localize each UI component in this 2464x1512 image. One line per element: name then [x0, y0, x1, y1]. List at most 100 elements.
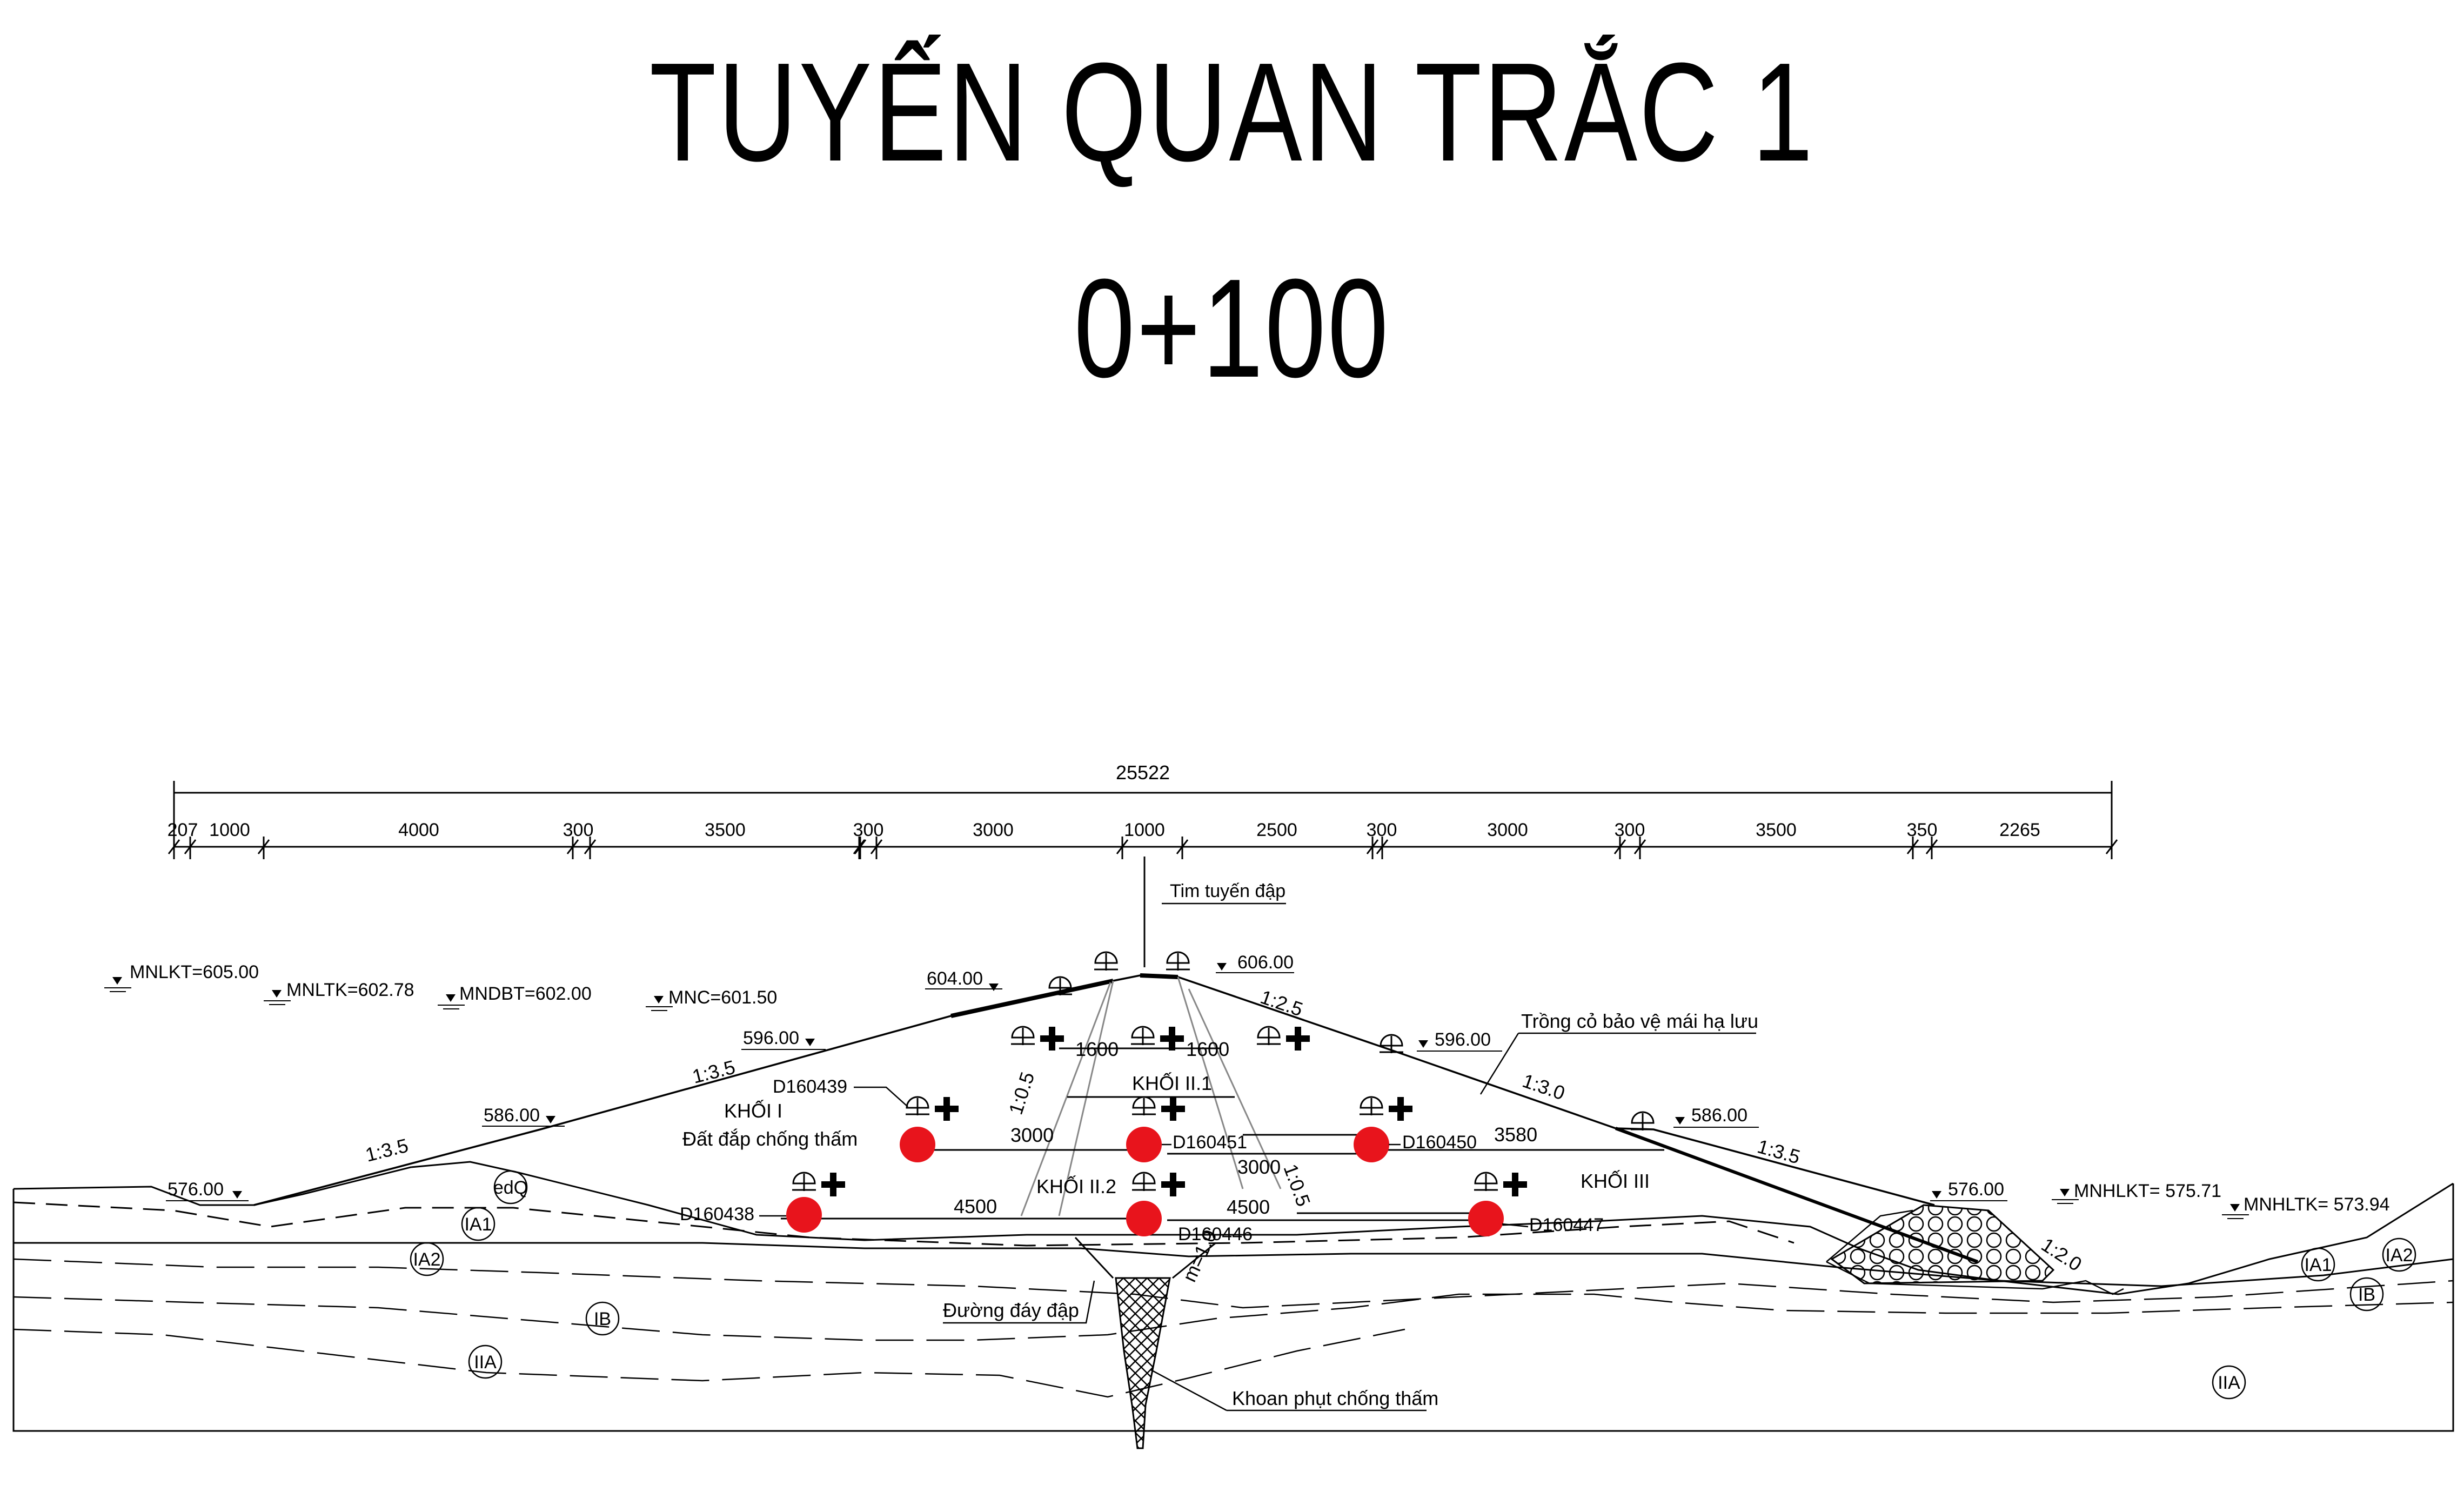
survey-marker-4 [1631, 1111, 1655, 1130]
segment-dimension-4: 3500 [705, 820, 746, 840]
sensor-d160451 [1126, 1127, 1162, 1162]
svg-text:IB: IB [594, 1309, 611, 1329]
sensor-label-5: D160447 [1529, 1215, 1604, 1235]
sensor-labels: D160439 D160451 D160450 D160438 D160446 … [680, 1076, 1604, 1245]
ground-profile [12, 1161, 2454, 1432]
elev-604: 604.00 [927, 968, 983, 989]
segment-dimension-7: 1000 [1124, 820, 1165, 840]
inner-dimensions: 1600 1600 3000 3000 3580 4500 4500 [954, 1038, 1537, 1218]
soil-boundaries [13, 1258, 2454, 1398]
water-levels: MNLKT=605.00 MNLTK=602.78 MNDBT=602.00 M… [104, 962, 2390, 1219]
svg-text:IA1: IA1 [464, 1214, 492, 1235]
segment-dimension-8: 2500 [1256, 820, 1297, 840]
survey-markers [792, 951, 1655, 1196]
segment-dimension-3: 300 [563, 820, 594, 840]
svg-text:4500: 4500 [1227, 1196, 1270, 1218]
survey-marker-1 [1094, 951, 1118, 971]
station-label: 0+100 [1074, 250, 1390, 407]
svg-text:1:3.0: 1:3.0 [1519, 1069, 1568, 1105]
svg-text:1:3.5: 1:3.5 [363, 1134, 411, 1166]
survey-marker-9 [1132, 1096, 1185, 1121]
sensor-label-3: D160438 [680, 1204, 754, 1225]
elev-596-left: 596.00 [743, 1028, 799, 1048]
drawing-title: TUYẾN QUAN TRẮC 1 [649, 34, 1815, 191]
dimension-chain [168, 781, 2118, 859]
segment-dimension-5: 300 [853, 820, 884, 840]
block3-label: KHỐI III [1581, 1169, 1650, 1192]
elev-586-left: 586.00 [484, 1105, 540, 1126]
block1-label: KHỐI I [724, 1099, 782, 1122]
total-dimension: 25522 [1116, 761, 1170, 784]
survey-marker-8 [906, 1096, 959, 1121]
survey-marker-7 [1257, 1026, 1310, 1051]
svg-text:3000: 3000 [1237, 1156, 1281, 1178]
svg-text:IIA: IIA [2218, 1373, 2240, 1393]
segment-dimension-0: 207 [168, 820, 198, 840]
sensor-d160446 [1126, 1201, 1162, 1236]
elev-586-right: 586.00 [1691, 1105, 1747, 1126]
mnhlkt-label: MNHLKT= 575.71 [2074, 1181, 2221, 1201]
survey-marker-10 [1360, 1096, 1412, 1121]
svg-text:1:3.5: 1:3.5 [690, 1056, 738, 1088]
axis-label: Tim tuyến đập [1170, 881, 1285, 901]
elev-596-right: 596.00 [1435, 1029, 1491, 1050]
sensor-d160439 [900, 1127, 935, 1162]
survey-marker-11 [792, 1172, 845, 1196]
mnltk-label: MNLTK=602.78 [286, 980, 414, 1000]
segment-dimension-14: 2265 [1999, 820, 2040, 840]
segment-dimension-10: 3000 [1487, 820, 1528, 840]
svg-text:1600: 1600 [1186, 1038, 1229, 1060]
segment-dimension-12: 3500 [1756, 820, 1797, 840]
svg-text:IA1: IA1 [2304, 1255, 2332, 1275]
grout-label: Khoan phụt chống thấm [1232, 1387, 1438, 1409]
segment-dimension-9: 300 [1367, 820, 1397, 840]
segment-dimension-1: 1000 [209, 820, 250, 840]
svg-text:edQ: edQ [493, 1178, 528, 1198]
elev-606: 606.00 [1237, 952, 1294, 973]
block1-sub: Đất đắp chống thấm [682, 1128, 858, 1150]
grass-label: Trồng cỏ bảo vệ mái hạ lưu [1521, 1010, 1758, 1032]
segment-dimension-13: 350 [1907, 820, 1938, 840]
survey-marker-12 [1132, 1172, 1185, 1196]
mndbt-label: MNDBT=602.00 [459, 984, 592, 1004]
sensor-label-0: D160439 [773, 1076, 847, 1097]
drain-filter [1826, 1209, 1913, 1262]
zone-labels: KHỐI I Đất đắp chống thấm KHỐI II.1 KHỐI… [682, 1010, 1758, 1409]
elevations: 604.00 606.00 596.00 596.00 586.00 586.0… [166, 952, 2007, 1201]
sensor-d160438 [786, 1197, 822, 1233]
segment-dimension-2: 4000 [398, 820, 439, 840]
svg-text:1:2.5: 1:2.5 [1257, 986, 1305, 1021]
mnlkt-label: MNLKT=605.00 [130, 962, 259, 982]
svg-text:1600: 1600 [1075, 1038, 1119, 1060]
svg-text:IB: IB [2358, 1284, 2375, 1305]
survey-marker-2 [1166, 951, 1190, 971]
svg-text:IA2: IA2 [2385, 1245, 2413, 1266]
svg-text:3000: 3000 [1010, 1124, 1054, 1146]
mnc-label: MNC=601.50 [668, 987, 777, 1008]
sensor-label-1: D160451 [1173, 1132, 1247, 1153]
dam-bottom-label: Đường đáy đập [943, 1299, 1079, 1321]
mnhltk-label: MNHLTK= 573.94 [2244, 1194, 2390, 1215]
block22-label: KHỐI II.2 [1036, 1175, 1116, 1197]
survey-marker-0 [1048, 976, 1072, 995]
block21-label: KHỐI II.1 [1132, 1072, 1212, 1094]
survey-marker-5 [1011, 1026, 1064, 1051]
svg-text:IIA: IIA [474, 1352, 497, 1373]
svg-text:IA2: IA2 [413, 1249, 440, 1270]
grout-curtain [1115, 1277, 1171, 1449]
soil-layer-labels: edQ IA1 IA2 IB IIA IA1 IA2 IB IIA [410, 1170, 2416, 1400]
survey-marker-6 [1131, 1026, 1184, 1051]
svg-text:4500: 4500 [954, 1195, 997, 1217]
riprap-toe [1830, 1204, 2055, 1284]
svg-text:1:0.5: 1:0.5 [1279, 1161, 1315, 1209]
svg-text:3580: 3580 [1494, 1123, 1537, 1146]
survey-marker-13 [1474, 1172, 1527, 1196]
sensors [786, 1127, 1504, 1236]
sensor-label-4: D160446 [1178, 1224, 1253, 1245]
sensor-d160450 [1354, 1127, 1389, 1162]
elev-576-right: 576.00 [1948, 1179, 2004, 1200]
sensor-d160447 [1468, 1201, 1504, 1236]
segment-dimension-6: 3000 [973, 820, 1014, 840]
segment-dimension-11: 300 [1615, 820, 1645, 840]
